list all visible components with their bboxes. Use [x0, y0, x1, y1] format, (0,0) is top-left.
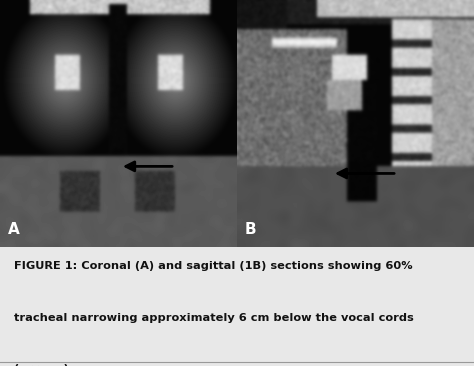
Text: (arrows).: (arrows).: [14, 365, 73, 366]
Text: A: A: [8, 222, 20, 237]
Text: tracheal narrowing approximately 6 cm below the vocal cords: tracheal narrowing approximately 6 cm be…: [14, 313, 414, 323]
Text: B: B: [245, 222, 256, 237]
Text: FIGURE 1: Coronal (A) and sagittal (1B) sections showing 60%: FIGURE 1: Coronal (A) and sagittal (1B) …: [14, 261, 413, 271]
